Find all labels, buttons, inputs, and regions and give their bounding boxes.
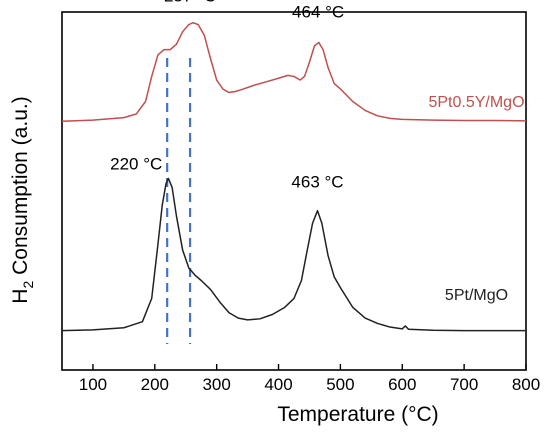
y-axis-title-main: H	[9, 289, 32, 304]
series-label-2: 5Pt/MgO	[445, 287, 508, 304]
x-tick-label-100: 100	[79, 375, 107, 394]
y-axis-title-subscript: 2	[20, 281, 36, 289]
peak-annotation-3: 220 °C	[110, 155, 162, 174]
series-label-1: 5Pt0.5Y/MgO	[428, 94, 524, 111]
x-tick-label-600: 600	[388, 375, 416, 394]
labels-group: 257 °C 464 °C 220 °C 463 °C 5Pt0.5Y/MgO 5Pt/M…	[110, 0, 524, 304]
x-tick-label-700: 700	[450, 375, 478, 394]
reference-lines	[166, 58, 192, 344]
x-tick-label-200: 200	[141, 375, 169, 394]
series-line-5Pt/MgO	[61, 177, 526, 332]
x-tick-label-400: 400	[264, 375, 292, 394]
y-axis-title-rest: Consumption (a.u.)	[9, 96, 32, 280]
plot-frame	[61, 11, 527, 371]
peak-annotation-4: 463 °C	[291, 172, 343, 191]
peak-annotation-2: 464 °C	[292, 2, 344, 21]
x-tick-label-300: 300	[202, 375, 230, 394]
x-tick-label-800: 800	[512, 375, 540, 394]
series-line-5Pt0.5Y/MgO	[61, 21, 527, 122]
peak-annotation-1: 257 °C	[164, 0, 216, 5]
series-group	[61, 21, 527, 332]
x-tick-label-500: 500	[326, 375, 354, 394]
x-axis-title: Temperature (°C)	[277, 403, 438, 426]
y-axis-title: H2 Consumption (a.u.)	[9, 96, 36, 303]
axes: 100 200 300 400 500 600 700 800	[61, 11, 540, 394]
